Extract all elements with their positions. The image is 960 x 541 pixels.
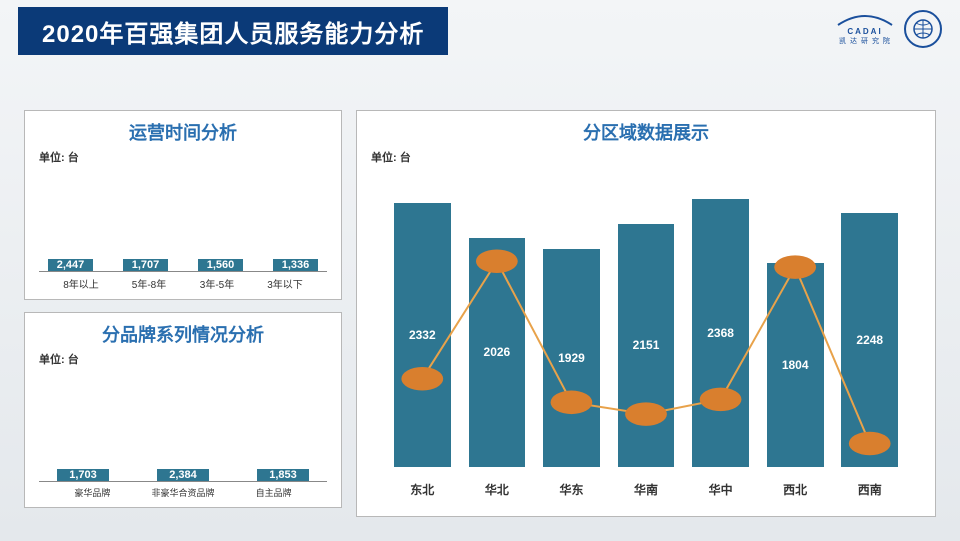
chart3-plot: 2332 2026 1929 2151 2368 1804 2248 bbox=[385, 173, 907, 467]
bar-slot: 2026 bbox=[460, 173, 535, 467]
x-label: 5年-8年 bbox=[115, 276, 183, 291]
chart1-unit: 单位: 台 bbox=[25, 149, 341, 165]
x-label: 3年以下 bbox=[251, 276, 319, 291]
bar: 1,336 bbox=[273, 259, 318, 271]
chart2-plot: 1,703 2,384 1,853 bbox=[25, 367, 341, 481]
cadai-text: CADAI bbox=[847, 27, 882, 36]
x-label: 华中 bbox=[683, 481, 758, 498]
bar: 2,384 bbox=[157, 469, 209, 481]
x-label: 华南 bbox=[609, 481, 684, 498]
bar: 1929 bbox=[543, 249, 600, 467]
bar: 2332 bbox=[394, 203, 451, 467]
bar-slot: 1,560 bbox=[183, 259, 258, 271]
x-label: 非豪华合资品牌 bbox=[138, 486, 229, 499]
globe-icon bbox=[911, 17, 935, 41]
bar: 1,707 bbox=[123, 259, 168, 271]
left-column: 运营时间分析 单位: 台 2,447 1,707 1,560 1,336 8年以上5年… bbox=[24, 110, 342, 517]
chart1-title: 运营时间分析 bbox=[25, 111, 341, 149]
cadai-subtext: 凯 达 研 究 院 bbox=[839, 36, 891, 46]
bar-slot: 2,384 bbox=[133, 469, 233, 481]
chart3-title: 分区域数据展示 bbox=[357, 111, 935, 149]
chart3-unit: 单位: 台 bbox=[357, 149, 935, 165]
chart2-title: 分品牌系列情况分析 bbox=[25, 313, 341, 351]
x-label: 东北 bbox=[385, 481, 460, 498]
x-label: 西南 bbox=[832, 481, 907, 498]
x-label: 豪华品牌 bbox=[47, 486, 138, 499]
bar-slot: 2248 bbox=[832, 173, 907, 467]
bar: 1,703 bbox=[57, 469, 109, 481]
bar: 2,447 bbox=[48, 259, 93, 271]
region-panel: 分区域数据展示 单位: 台 2332 2026 1929 2151 2368 1804 22… bbox=[356, 110, 936, 517]
bar: 2151 bbox=[618, 224, 675, 467]
chart1-bars: 2,447 1,707 1,560 1,336 bbox=[25, 165, 341, 271]
x-label: 8年以上 bbox=[47, 276, 115, 291]
chart1-plot: 2,447 1,707 1,560 1,336 bbox=[25, 165, 341, 271]
x-label: 3年-5年 bbox=[183, 276, 251, 291]
chart2-unit: 单位: 台 bbox=[25, 351, 341, 367]
bar: 1804 bbox=[767, 263, 824, 467]
bar: 1,560 bbox=[198, 259, 243, 271]
bar-slot: 1,853 bbox=[233, 469, 333, 481]
logo-group: CADAI 凯 达 研 究 院 bbox=[836, 10, 942, 48]
bar: 2026 bbox=[469, 238, 526, 467]
chart1-xlabels: 8年以上5年-8年3年-5年3年以下 bbox=[39, 271, 327, 299]
bar-slot: 2368 bbox=[683, 173, 758, 467]
chart2-xlabels: 豪华品牌非豪华合资品牌自主品牌 bbox=[39, 481, 327, 507]
bar-slot: 2,447 bbox=[33, 259, 108, 271]
car-arc-icon bbox=[836, 13, 894, 27]
seal-logo bbox=[904, 10, 942, 48]
bar-slot: 1,336 bbox=[258, 259, 333, 271]
bar: 2248 bbox=[841, 213, 898, 467]
bar: 1,853 bbox=[257, 469, 309, 481]
x-label: 西北 bbox=[758, 481, 833, 498]
x-label: 华北 bbox=[460, 481, 535, 498]
bar-slot: 2332 bbox=[385, 173, 460, 467]
operating-time-panel: 运营时间分析 单位: 台 2,447 1,707 1,560 1,336 8年以上5年… bbox=[24, 110, 342, 300]
header-bar: 2020年百强集团人员服务能力分析 CADAI 凯 达 研 究 院 bbox=[0, 0, 960, 62]
page-title: 2020年百强集团人员服务能力分析 bbox=[18, 7, 448, 55]
chart3-bars: 2332 2026 1929 2151 2368 1804 2248 bbox=[385, 173, 907, 467]
chart3-xlabels: 东北华北华东华南华中西北西南 bbox=[385, 481, 907, 498]
bar-slot: 1804 bbox=[758, 173, 833, 467]
x-label: 华东 bbox=[534, 481, 609, 498]
content-area: 运营时间分析 单位: 台 2,447 1,707 1,560 1,336 8年以上5年… bbox=[24, 110, 936, 517]
bar-slot: 2151 bbox=[609, 173, 684, 467]
brand-series-panel: 分品牌系列情况分析 单位: 台 1,703 2,384 1,853 豪华品牌非豪华合… bbox=[24, 312, 342, 508]
bar-slot: 1,707 bbox=[108, 259, 183, 271]
bar: 2368 bbox=[692, 199, 749, 467]
cadai-logo: CADAI 凯 达 研 究 院 bbox=[836, 13, 894, 46]
x-label: 自主品牌 bbox=[228, 486, 319, 499]
bar-slot: 1929 bbox=[534, 173, 609, 467]
chart2-bars: 1,703 2,384 1,853 bbox=[25, 367, 341, 481]
bar-slot: 1,703 bbox=[33, 469, 133, 481]
